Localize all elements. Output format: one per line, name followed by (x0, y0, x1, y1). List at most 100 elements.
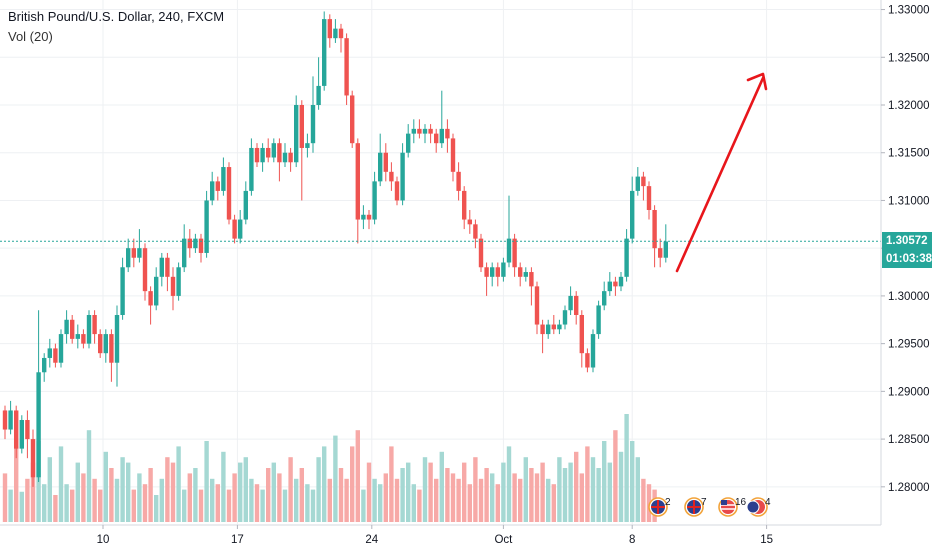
volume-bar (182, 489, 187, 522)
event-count: 2 (665, 497, 671, 508)
candle-body (439, 128, 444, 144)
candle-body (602, 291, 607, 306)
candle-body (154, 276, 159, 306)
candle-body (182, 238, 187, 268)
volume-bar (490, 473, 495, 522)
candle-body (215, 181, 220, 191)
candle-body (305, 143, 310, 148)
volume-bar (456, 478, 461, 522)
candle-body (551, 324, 556, 330)
volume-bar (506, 446, 512, 522)
candle-body (372, 181, 377, 220)
candle-body (142, 248, 148, 292)
candle-body (148, 291, 153, 306)
volume-bar (58, 446, 64, 522)
candle-body (646, 186, 652, 210)
candle-body (210, 181, 215, 201)
volume-bar (8, 489, 13, 522)
volume-bar (204, 441, 209, 522)
trend-arrow-head[interactable] (746, 72, 768, 91)
volume-bar (406, 462, 411, 522)
candle-body (467, 219, 472, 225)
candle-body (170, 276, 176, 296)
time-tick-label: 8 (629, 534, 635, 546)
volume-bar (383, 473, 388, 522)
volume-bar (540, 462, 545, 522)
candle-body (238, 219, 243, 239)
candle-body (641, 176, 646, 187)
volume-bar (53, 495, 58, 522)
volume-bar (350, 446, 355, 522)
volume-bar (484, 468, 489, 522)
volume-bar (154, 495, 159, 522)
volume-bar (512, 473, 517, 522)
candle-body (271, 143, 276, 158)
price-tick-label: 1.29000 (888, 386, 930, 398)
volume-bar (557, 457, 562, 522)
volume-bar (19, 491, 24, 522)
candle-body (350, 95, 355, 144)
volume-bar (534, 473, 540, 522)
candle-body (355, 143, 360, 220)
volume-bar (473, 457, 478, 522)
volume-bar (355, 430, 360, 522)
volume-bar (114, 478, 120, 522)
candle-body (282, 152, 288, 163)
volume-bar (624, 414, 629, 522)
volume-indicator-label[interactable]: Vol (20) (8, 29, 53, 44)
candle-body (2, 410, 8, 430)
volume-bar (366, 462, 372, 522)
time-tick-label: Oct (494, 534, 513, 546)
volume-bar (310, 489, 316, 522)
candle-body (562, 310, 568, 325)
volume-bar (142, 484, 148, 522)
price-tick-label: 1.33000 (888, 5, 930, 17)
volume-bar (551, 484, 556, 522)
symbol-title[interactable]: British Pound/U.S. Dollar, 240, FXCM (8, 9, 225, 24)
candle-body (226, 167, 232, 220)
candle-body (366, 214, 372, 220)
trend-arrow-shaft[interactable] (675, 76, 765, 273)
candle-body (322, 19, 327, 86)
volume-bar (389, 446, 394, 522)
volume-bar (630, 441, 635, 522)
volume-bar (439, 451, 444, 522)
volume-bar (568, 462, 573, 522)
candle-body (19, 420, 24, 449)
volume-bar (254, 484, 260, 522)
price-tick-label: 1.28500 (888, 434, 930, 446)
candle-body (260, 147, 265, 163)
volume-bar (25, 478, 30, 522)
candle-body (579, 315, 584, 354)
volume-bar (585, 446, 590, 522)
candlesticks (2, 11, 668, 487)
volume-bar (338, 468, 344, 522)
candle-body (383, 152, 388, 172)
volume-bar (434, 478, 439, 522)
candle-body (198, 238, 204, 253)
volume-bar (495, 484, 500, 522)
time-axis[interactable]: 10 17 24 Oct 8 15 (97, 525, 773, 546)
volume-bar (210, 478, 215, 522)
candle-body (126, 248, 131, 268)
candle-body (120, 267, 125, 315)
candle-body (316, 85, 321, 105)
trend-arrow[interactable] (675, 72, 768, 273)
candle-body (86, 315, 92, 344)
volume-bar (249, 478, 254, 522)
candle-body (462, 190, 467, 220)
volume-bar (64, 484, 69, 522)
time-tick-label: 17 (231, 534, 244, 546)
candle-body (193, 238, 198, 249)
volume-bar (165, 457, 170, 522)
candle-body (98, 334, 103, 354)
volume-bar (394, 478, 400, 522)
candle-body (411, 128, 416, 134)
volume-bar (501, 462, 506, 522)
volume-bar (187, 473, 192, 522)
candle-body (299, 105, 304, 148)
candle-body (663, 241, 668, 258)
volume-bar (260, 489, 265, 522)
volume-bar (282, 489, 288, 522)
